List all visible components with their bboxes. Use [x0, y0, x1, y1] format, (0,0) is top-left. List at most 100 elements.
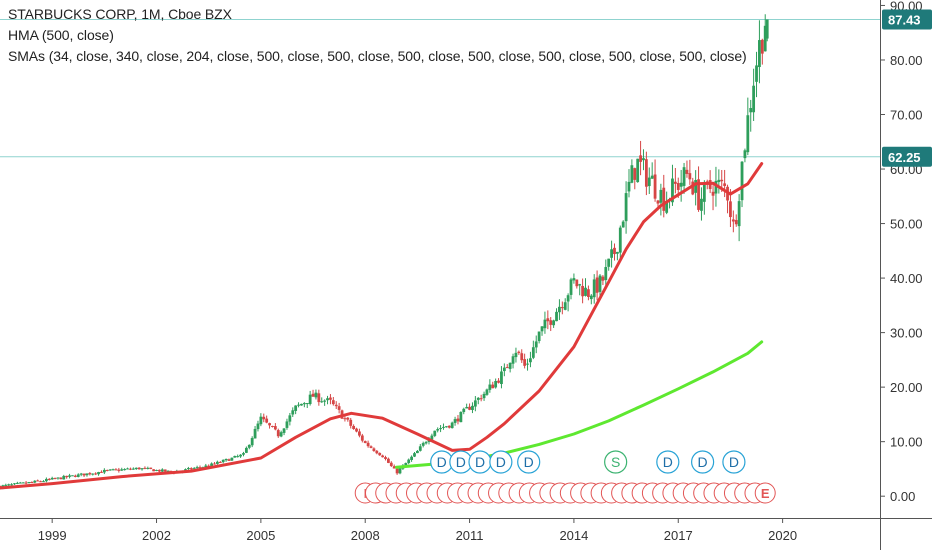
price-candle	[505, 364, 509, 369]
price-label-box	[882, 9, 932, 30]
price-candle	[731, 210, 735, 233]
candle-body	[239, 454, 242, 457]
candle-body	[615, 251, 619, 254]
candle-body	[21, 482, 25, 484]
price-candle	[265, 415, 269, 424]
candle-body	[117, 469, 121, 471]
price-candle	[97, 471, 100, 476]
price-candle	[65, 475, 69, 479]
dividend-marker[interactable]: D	[722, 450, 746, 474]
candle-body	[537, 331, 541, 342]
candle-body	[143, 467, 147, 469]
split-marker[interactable]: S	[604, 450, 628, 474]
candle-body	[39, 481, 42, 483]
price-candle	[268, 422, 271, 429]
price-candle	[613, 243, 616, 261]
candle-body	[15, 482, 19, 484]
price-candle	[404, 462, 408, 466]
price-candle	[708, 170, 712, 194]
dividend-marker[interactable]: D	[449, 450, 473, 474]
candle-body	[276, 430, 280, 437]
candle-body	[291, 410, 295, 415]
x-tick-label: 2014	[559, 528, 588, 543]
candle-body	[395, 468, 399, 474]
candle-body	[485, 389, 489, 395]
price-candle	[44, 477, 48, 483]
candle-body	[433, 430, 437, 436]
marker-label: D	[496, 454, 506, 470]
dividend-marker[interactable]: D	[468, 450, 492, 474]
price-candle	[647, 167, 651, 194]
candle-body	[578, 284, 582, 286]
plot-area[interactable]: I ED D D D D S D D D	[0, 14, 880, 504]
candle-body	[384, 457, 387, 460]
price-candle	[358, 428, 361, 438]
dividend-marker[interactable]: D	[430, 450, 454, 474]
price-candle	[158, 469, 161, 473]
price-candle	[387, 457, 390, 464]
candle-body	[259, 416, 263, 425]
dividend-marker[interactable]: D	[517, 450, 541, 474]
candle-body	[323, 400, 327, 402]
candle-body	[56, 477, 60, 479]
candle-body	[114, 469, 118, 471]
candle-body	[227, 459, 231, 461]
candle-body	[694, 180, 698, 193]
candle-body	[444, 426, 448, 428]
price-candle	[91, 473, 95, 476]
price-candle	[143, 466, 147, 470]
price-candle	[711, 185, 715, 211]
candle-body	[120, 469, 124, 471]
candle-body	[311, 393, 315, 397]
price-candle	[679, 169, 683, 202]
price-candle	[230, 457, 234, 461]
price-candle	[244, 446, 248, 454]
price-candle	[421, 441, 425, 448]
price-candle	[459, 411, 463, 423]
price-candle	[575, 279, 579, 289]
candle-body	[30, 482, 34, 484]
price-candle	[155, 469, 158, 472]
candle-body	[642, 158, 645, 161]
candle-body	[192, 468, 196, 470]
price-candle	[108, 469, 112, 471]
candle-body	[671, 178, 674, 203]
candle-body	[50, 477, 54, 480]
price-candle	[734, 214, 738, 227]
price-label[interactable]: 62.25	[882, 146, 932, 167]
dividend-marker[interactable]: D	[489, 450, 513, 474]
earnings-marker-label: I	[363, 486, 367, 501]
price-candle	[523, 353, 527, 369]
candle-body	[62, 475, 66, 480]
candle-body	[343, 418, 347, 420]
price-label-text: 87.43	[888, 12, 921, 27]
price-candle	[346, 416, 350, 422]
earnings-marker[interactable]	[754, 482, 776, 504]
price-candle	[592, 274, 596, 304]
dividend-marker[interactable]: D	[656, 450, 680, 474]
price-candle	[485, 388, 489, 396]
price-candle	[262, 413, 266, 423]
candle-body	[111, 469, 115, 471]
price-candle	[94, 472, 98, 476]
price-candle	[760, 38, 764, 65]
price-candle	[381, 454, 385, 458]
price-candle	[407, 458, 411, 465]
price-candle	[259, 413, 263, 427]
candle-body	[613, 247, 616, 255]
dividend-marker[interactable]: D	[691, 450, 715, 474]
candle-body	[236, 456, 240, 458]
candle-body	[508, 362, 512, 369]
candle-body	[288, 415, 292, 422]
price-candle	[233, 455, 237, 458]
candle-body	[737, 201, 741, 227]
candle-body	[253, 428, 257, 439]
candle-body	[702, 182, 706, 202]
price-candle	[137, 467, 141, 470]
candle-body	[24, 482, 28, 484]
price-label[interactable]: 87.43	[882, 9, 932, 30]
candle-body	[502, 367, 506, 372]
price-candle	[653, 159, 657, 202]
price-candle	[587, 285, 590, 301]
